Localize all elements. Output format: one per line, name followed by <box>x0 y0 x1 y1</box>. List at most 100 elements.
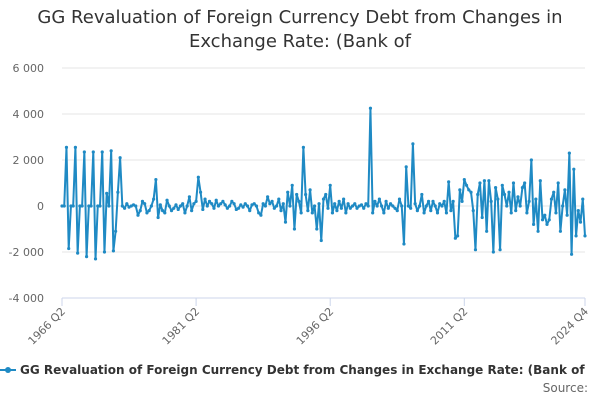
data-point <box>93 257 98 261</box>
data-point <box>509 211 513 215</box>
data-point <box>297 199 301 203</box>
data-point <box>335 209 339 213</box>
data-point <box>192 202 196 206</box>
data-point <box>172 206 176 210</box>
data-point <box>460 199 464 203</box>
data-point <box>225 206 229 210</box>
data-point <box>304 192 308 197</box>
data-point <box>241 205 245 209</box>
data-point <box>487 179 491 183</box>
source-label: Source: <box>542 381 588 395</box>
data-point <box>149 204 153 208</box>
data-point <box>102 250 107 254</box>
data-point <box>386 206 390 210</box>
data-point <box>543 213 547 217</box>
data-point <box>426 199 431 203</box>
data-point <box>283 220 288 224</box>
data-point <box>491 250 495 254</box>
data-point <box>281 202 285 206</box>
data-point <box>176 207 180 212</box>
data-point <box>152 197 156 201</box>
data-point <box>122 206 127 210</box>
data-point <box>261 202 265 206</box>
data-point <box>73 145 78 149</box>
data-point <box>312 204 317 208</box>
data-point <box>413 202 417 206</box>
legend-label: GG Revaluation of Foreign Currency Debt … <box>20 363 585 377</box>
x-tick-label: 2011 Q2 <box>428 305 471 348</box>
data-point <box>518 204 522 208</box>
data-point <box>534 197 538 201</box>
data-point <box>183 211 187 215</box>
data-point <box>384 199 388 203</box>
gridlines <box>62 67 585 299</box>
data-point <box>60 204 64 208</box>
data-point <box>107 204 111 208</box>
data-point <box>67 246 71 251</box>
data-point <box>536 229 540 233</box>
data-point <box>451 199 455 203</box>
data-point <box>511 181 516 185</box>
data-point <box>187 195 191 199</box>
data-point <box>277 197 281 201</box>
data-point <box>203 197 207 201</box>
series-layer[interactable] <box>60 106 587 261</box>
data-point <box>565 213 569 217</box>
data-point <box>422 211 426 215</box>
data-point <box>181 202 185 206</box>
data-point <box>252 202 256 206</box>
data-point <box>514 209 518 213</box>
data-point <box>147 209 151 213</box>
data-point <box>136 213 140 217</box>
data-point <box>143 202 147 206</box>
data-point <box>355 206 359 210</box>
data-point <box>554 211 558 215</box>
data-point <box>174 203 178 207</box>
data-point <box>435 211 440 215</box>
data-point <box>489 199 493 203</box>
data-point <box>429 209 433 213</box>
data-point <box>190 209 194 213</box>
data-point <box>301 145 305 149</box>
data-point <box>525 211 529 215</box>
data-point <box>469 190 473 194</box>
data-point <box>337 199 341 203</box>
data-point <box>306 209 310 213</box>
data-point <box>286 190 290 194</box>
data-point <box>552 190 556 194</box>
data-point <box>167 204 171 208</box>
data-point <box>91 150 95 154</box>
data-point <box>201 207 205 212</box>
data-point <box>476 192 480 197</box>
y-tick-label: -2 000 <box>9 246 44 259</box>
y-tick-label: 2 000 <box>13 154 45 167</box>
data-point <box>295 192 299 197</box>
y-tick-label: 6 000 <box>13 62 45 75</box>
data-point <box>545 222 549 226</box>
data-point <box>420 192 424 197</box>
data-point <box>310 211 314 215</box>
data-point <box>228 204 232 208</box>
data-point <box>145 211 149 215</box>
data-point <box>500 183 504 187</box>
data-point <box>324 192 328 197</box>
data-point <box>380 204 384 208</box>
data-point <box>395 209 399 213</box>
y-tick-label: -4 000 <box>9 292 44 305</box>
data-point <box>415 209 419 213</box>
data-point <box>243 202 247 206</box>
data-point <box>482 179 487 183</box>
data-point <box>274 204 279 208</box>
data-point <box>359 203 364 207</box>
x-tick-label: 1966 Q2 <box>26 305 69 348</box>
data-point <box>317 202 321 206</box>
legend[interactable]: GG Revaluation of Foreign Currency Debt … <box>0 361 600 379</box>
data-point <box>339 206 343 210</box>
data-point <box>288 204 292 208</box>
data-point <box>563 188 567 192</box>
data-point <box>467 188 471 192</box>
data-point <box>105 191 109 195</box>
data-point <box>578 220 583 224</box>
data-point <box>326 206 330 210</box>
data-point <box>561 204 565 208</box>
